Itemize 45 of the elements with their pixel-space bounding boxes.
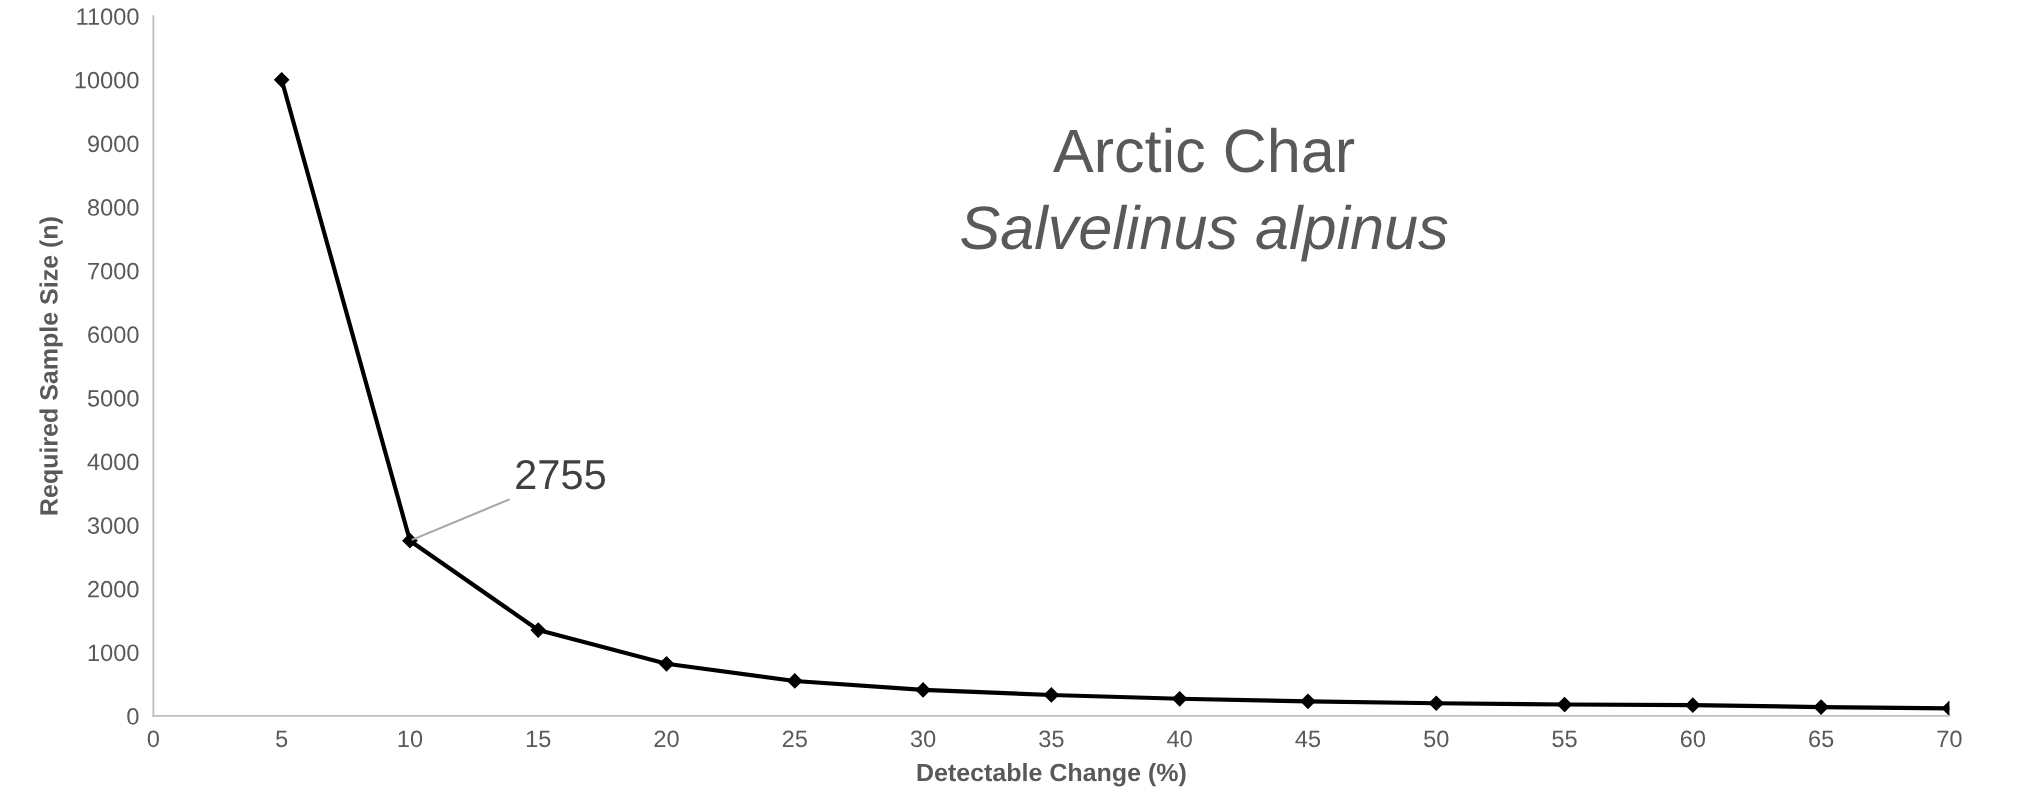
annotation: 2755 [516,459,606,490]
point [274,72,290,88]
x-tick-label: 65 [1809,730,1834,748]
x-tick-label: 45 [1295,730,1321,748]
text: Arctic Char [1053,127,1355,173]
point [787,673,803,689]
text: Salvelinus alpinus [961,204,1448,262]
y-tick-label: 8000 [87,199,139,216]
point [402,533,418,549]
y-tick-label: 1000 [88,644,139,662]
y-tick-label: 11000 [77,8,139,25]
point [1043,687,1059,703]
x-tick-label: 30 [910,730,936,748]
x-axis-title: Detectable Change (%) [917,762,1186,787]
x-tick-label: 50 [1424,730,1449,748]
y-tick-label: 2000 [88,580,139,598]
point [1300,693,1316,709]
x-tick-label: 40 [1167,730,1192,748]
y-tick-label: 6000 [88,326,139,344]
y-tick-label: 3000 [87,517,139,534]
x-tick-label: 5 [276,730,288,748]
point [1428,695,1444,711]
point [1813,699,1829,715]
y-axis-title: Required Sample Size (n) [39,217,63,515]
y-tick-label: 4000 [87,453,139,471]
x-tick-label: 55 [1552,730,1577,748]
x-tick-label: 0 [147,730,160,748]
x-tick-label: 60 [1680,730,1706,748]
point [1685,697,1701,713]
point [658,656,675,672]
y-tick-label: 7000 [88,262,139,280]
point [1172,691,1188,707]
y-tick-label: 9000 [88,135,139,153]
point [1556,696,1573,713]
x-tick-label: 20 [654,730,679,748]
y-tick-label: 5000 [87,389,139,407]
point [915,682,931,698]
x-tick-label: 10 [398,730,423,748]
x-tick-label: 70 [1937,730,1962,748]
x-tick-label: 15 [526,730,551,748]
point [530,622,546,638]
y-tick-label: 0 [127,708,139,725]
x-tick-label: 25 [782,730,807,748]
y-tick-label: 10000 [75,71,139,89]
x-tick-label: 35 [1039,730,1064,748]
